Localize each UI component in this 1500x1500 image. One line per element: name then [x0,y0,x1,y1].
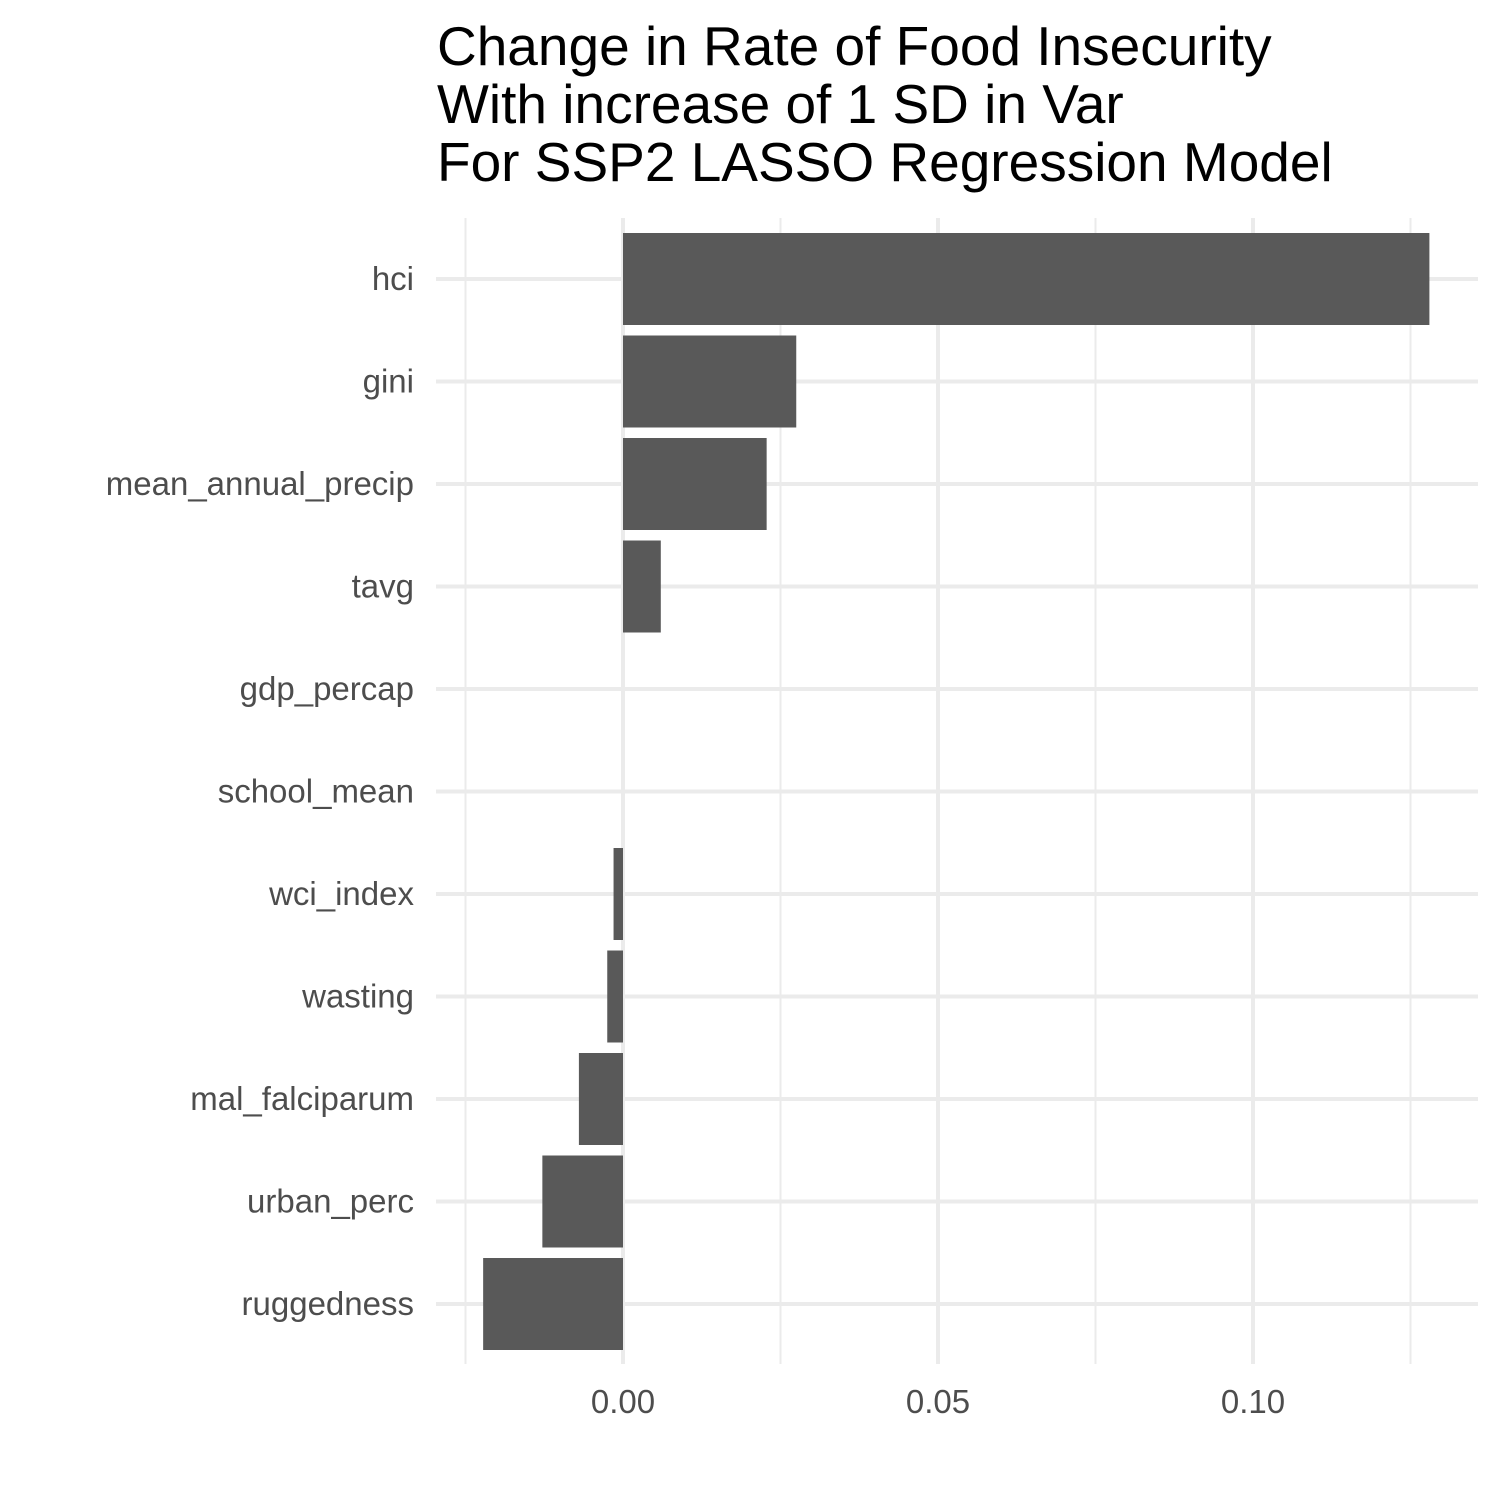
bar-wci_index [613,848,623,940]
x-tick-label: 0.00 [591,1383,655,1420]
x-tick-label: 0.05 [906,1383,970,1420]
bars [483,233,1430,1350]
y-label-gini: gini [363,363,414,400]
bar-tavg [623,540,661,633]
y-label-ruggedness: ruggedness [242,1285,414,1322]
bar-mean_annual_precip [623,438,767,530]
bar-wasting [607,950,623,1043]
bar-gini [623,335,797,428]
y-label-wasting: wasting [301,978,414,1015]
chart-title-line-1: Change in Rate of Food Insecurity [437,15,1272,77]
bar-mal_falciparum [578,1053,623,1145]
y-label-school_mean: school_mean [218,773,414,810]
bar-urban_perc [542,1155,623,1248]
y-label-hci: hci [372,260,414,297]
y-label-urban_perc: urban_perc [247,1183,414,1220]
y-label-wci_index: wci_index [268,875,414,912]
x-tick-label: 0.10 [1221,1383,1285,1420]
x-axis-tick-labels: 0.00 0.05 0.10 [591,1383,1285,1420]
bar-ruggedness [483,1258,623,1350]
y-label-mal_falciparum: mal_falciparum [190,1080,414,1117]
y-label-mean_annual_precip: mean_annual_precip [106,465,414,502]
chart-title: Change in Rate of Food Insecurity With i… [437,15,1333,193]
chart-title-line-2: With increase of 1 SD in Var [437,73,1124,135]
grid-lines [436,218,1478,1364]
y-label-gdp_percap: gdp_percap [240,670,414,707]
bar-hci [623,233,1430,325]
y-label-tavg: tavg [352,568,414,605]
chart-title-line-3: For SSP2 LASSO Regression Model [437,131,1333,193]
